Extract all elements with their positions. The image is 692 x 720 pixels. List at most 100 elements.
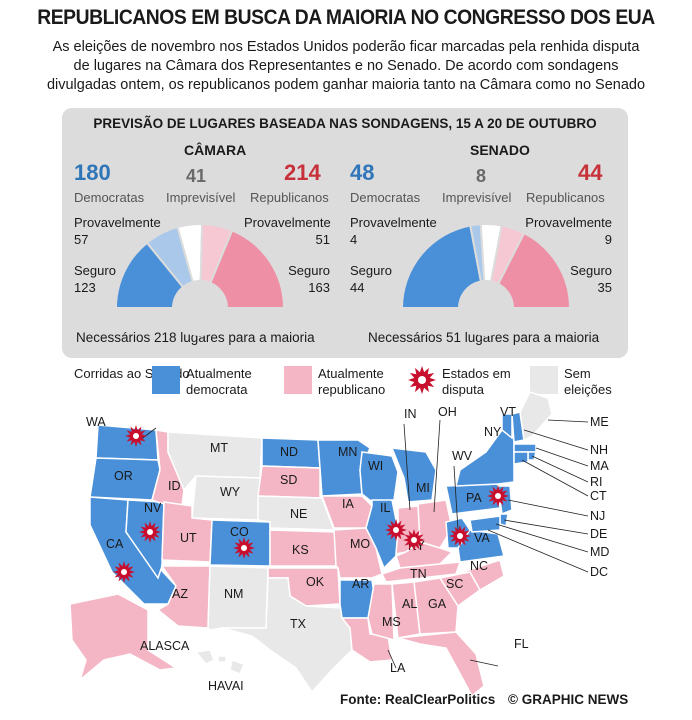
state-label-dc: DC [590,565,608,579]
state-ga [413,577,459,635]
state-label-ms: MS [382,615,401,629]
house-majority-note: Necessários 218 lugares para a maioria [76,330,315,345]
house-dem-safe: Seguro 123 [74,263,116,295]
credit: © GRAPHIC NEWS [508,692,629,707]
state-tx [221,577,353,694]
tossup-star-center [495,493,501,499]
legend-tossup-star-icon [408,366,436,394]
hemicycle-charts [114,223,572,336]
house-toss-label: Imprevisível [166,190,236,205]
tossup-star-center [121,569,127,575]
house-rep-label: Republicanos [250,190,329,205]
legend-tossup-label: Estados em disputa [442,366,511,397]
hemicycle-center [172,280,228,336]
state-label-la: LA [390,661,406,675]
house-rep-total: 214 [284,160,321,185]
state-label-oh: OH [438,405,457,419]
state-label-ok: OK [306,575,325,589]
state-label-tx: TX [290,617,307,631]
state-labels: WA OR CA NV ID MT WY UT AZ NM CO ND SD NE KS OK TX MN IA MO… [86,405,609,693]
senate-dem-label: Democratas [350,190,421,205]
state-label-sc: SC [446,577,463,591]
state-label-mt: MT [210,441,228,455]
subtitle: As eleições de novembro nos Estados Unid… [40,38,652,95]
senate-toss-label: Imprevisível [442,190,512,205]
state-ms [367,583,395,641]
state-label-or: OR [114,469,133,483]
state-label-va: VA [474,531,490,545]
legend-none-label: Sem eleições [564,366,612,397]
state-md [469,515,501,533]
house-dem-total: 180 [74,160,111,185]
state-label-vt: VT [500,405,516,419]
state-nc [455,559,505,592]
state-label-nm: NM [224,587,243,601]
senate-rep-safe: Seguro 35 [570,263,612,295]
leader-line [387,649,397,669]
state-fl [397,631,485,698]
legend-rep-label: Atualmente republicano [318,366,386,397]
state-label-ut: UT [180,531,197,545]
state-il [365,499,399,570]
senate-dem-safe: Seguro 44 [350,263,392,295]
state-label-wv: WV [452,449,473,463]
leader-line [547,419,589,423]
state-label-wa: WA [86,415,106,429]
leader-line [403,423,411,511]
leader-line [535,447,589,467]
senate-majority-note: Necessários 51 lugares para a maioria [368,330,600,345]
state-label-ct: CT [590,489,607,503]
senate-dem-likely: Provavelmente 4 [350,215,437,247]
seat-forecast-panel: PREVISÃO DE LUGARES BASEADA NAS SONDAGEN… [62,108,628,358]
tossup-star-center [147,529,153,535]
state-label-ri: RI [590,475,603,489]
state-label-ks: KS [292,543,309,557]
legend-rep-swatch [284,366,312,394]
subtitle-line: divulgadas ontem, os republicanos podem … [46,77,646,93]
house-dem-label: Democratas [74,190,145,205]
leader-line [507,499,589,517]
state-label-mn: MN [338,445,357,459]
house-title: CÂMARA [184,142,247,158]
state-alasca [69,593,179,683]
state-mi [390,447,437,503]
senate-dem-total: 48 [350,160,375,185]
subtitle-line: de lugares na Câmara dos Representantes … [73,58,619,74]
state-vt [501,413,513,440]
tossup-star-center [411,537,417,543]
state-label-ny: NY [484,425,502,439]
state-label-havai: HAVAI [208,679,244,693]
state-label-ne: NE [290,507,307,521]
house-toss-total: 41 [186,166,207,186]
tossup-stars [113,425,509,583]
state-label-wy: WY [220,485,241,499]
state-label-wi: WI [368,459,383,473]
state-me [519,391,553,442]
tossup-star-center [457,533,463,539]
legend-none-swatch [530,366,558,394]
house-rep-likely: Provavelmente 51 [244,215,331,247]
state-label-nd: ND [280,445,298,459]
leader-line [139,427,157,441]
state-label-pa: PA [466,491,482,505]
panel-title: PREVISÃO DE LUGARES BASEADA NAS SONDAGEN… [93,116,597,131]
page-title: REPUBLICANOS EM BUSCA DA MAIORIA NO CONG… [37,6,655,29]
leader-line [503,519,589,535]
state-wa [95,424,159,461]
leader-line [469,659,499,667]
house-rep-safe: Seguro 163 [288,263,330,295]
state-label-me: ME [590,415,609,429]
state-label-tn: TN [410,567,427,581]
state-va [457,529,505,563]
state-label-mi: MI [416,481,430,495]
senate-toss-total: 8 [476,166,487,186]
state-label-de: DE [590,527,607,541]
leader-line [487,529,589,573]
state-label-il: IL [380,501,390,515]
leader-line [531,455,589,483]
state-label-nj: NJ [590,509,605,523]
state-label-nc: NC [470,559,488,573]
state-label-co: CO [230,525,249,539]
state-label-ga: GA [428,597,447,611]
